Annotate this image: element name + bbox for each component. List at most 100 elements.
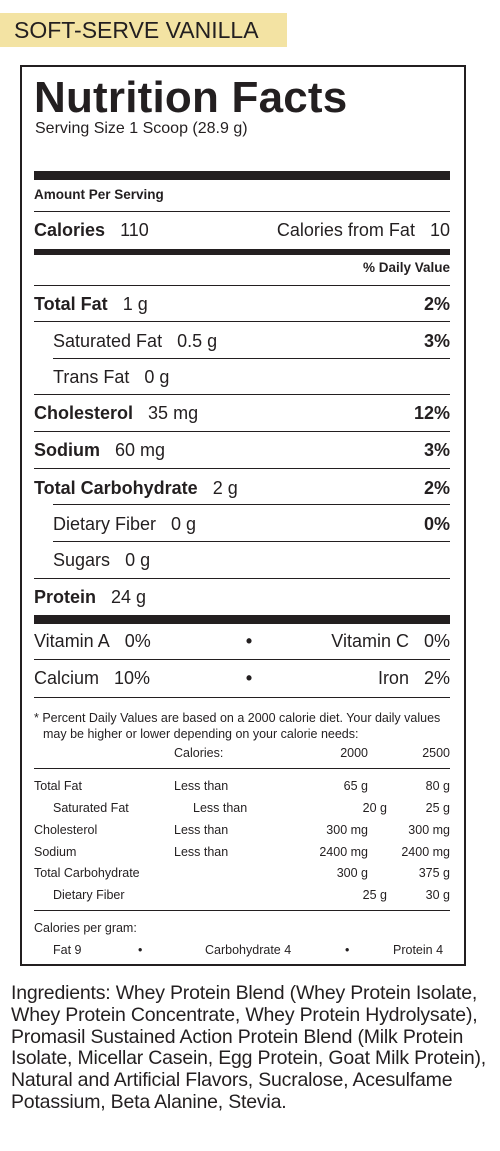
nutrient-name: Sugars [53,550,111,570]
vitamin-name: Vitamin A [34,631,110,651]
bullet-separator: • [245,631,253,651]
nutrient-name: Trans Fat [53,367,130,387]
divider [34,468,450,469]
thick-divider [34,615,450,624]
table-cell: 65 g [343,779,368,793]
table-cell: Dietary Fiber [53,888,125,902]
nutrient-name: Total Fat [34,294,108,314]
vitamin-row: Calcium 10% • Iron 2% [34,668,450,689]
bullet-separator: • [138,943,143,957]
nutrient-row-total-carbohydrate: Total Carbohydrate 2 g 2% [34,478,450,499]
table-cell: Less than [174,779,229,793]
table-row: Total Fat Less than 65 g 80 g [34,779,450,793]
nutrient-row-dietary-fiber: Dietary Fiber 0 g 0% [53,514,450,535]
vitamin-value: 0% [124,631,151,651]
nutrient-dv: 3% [423,440,450,460]
table-cell: 375 g [418,866,450,880]
table-cell: 2400 mg [319,845,368,859]
table-cell [174,866,272,880]
footnote-line: may be higher or lower depending on your… [43,727,359,741]
daily-value-header-row: % Daily Value [34,260,450,275]
table-cell: Total Carbohydrate [34,866,140,880]
ingredients-text: Whey Protein Blend (Whey Protein Isolate… [11,982,487,1113]
table-row: Dietary Fiber 25 g 30 g [34,888,450,902]
calories-from-fat-label: Calories from Fat [276,220,415,240]
nutrient-amount: 2 g [212,478,238,498]
calories-2500-header: 2500 [422,746,450,760]
calories-per-gram-row: Fat 9 • Carbohydrate 4 • Protein 4 [34,943,450,957]
nutrient-amount: 0 g [125,550,151,570]
table-cell: 25 g [425,801,450,815]
vitamin-value: 2% [423,668,450,688]
calories-value: 110 [120,220,149,240]
nutrient-amount: 0 g [144,367,170,387]
nutrient-row-sugars: Sugars 0 g [53,550,450,571]
table-cell: Less than [174,823,229,837]
divider [34,211,450,212]
nutrient-name: Dietary Fiber [53,514,157,534]
nutrient-amount: 35 mg [148,403,199,423]
table-cell: Less than [193,801,248,815]
nutrient-amount: 24 g [111,587,147,607]
bullet-separator: • [245,668,253,688]
table-cell [193,888,291,902]
divider [34,394,450,395]
table-cell: 25 g [362,888,387,902]
divider [34,321,450,322]
table-cell: Total Fat [34,779,82,793]
divider [53,504,450,505]
table-cell: 300 g [336,866,368,880]
bullet-separator: • [345,943,350,957]
nutrient-name: Protein [34,587,97,607]
nutrient-name: Cholesterol [34,403,134,423]
nutrient-amount: 0 g [171,514,197,534]
vitamin-value: 10% [114,668,151,688]
nutrient-name: Sodium [34,440,100,460]
serving-size: Serving Size 1 Scoop (28.9 g) [35,120,248,137]
medium-divider [34,249,450,255]
nutrient-row-total-fat: Total Fat 1 g 2% [34,294,450,315]
calories-label: Calories [34,220,106,240]
table-cell: 80 g [425,779,450,793]
table-cell: Saturated Fat [53,801,129,815]
table-cell: Sodium [34,845,77,859]
vitamin-name: Vitamin C [331,631,409,651]
calories-from-fat-value: 10 [429,220,450,240]
vitamin-name: Calcium [34,668,100,688]
nutrient-name: Saturated Fat [53,331,163,351]
divider [34,431,450,432]
table-cell: 30 g [425,888,450,902]
table-cell: 2400 mg [401,845,450,859]
table-cell: 300 mg [326,823,368,837]
amount-per-serving-row: Amount Per Serving [34,187,450,202]
divider [34,768,450,769]
nutrient-dv: 2% [423,294,450,314]
nutrient-dv: 2% [423,478,450,498]
cpg-protein: Protein 4 [393,943,444,957]
daily-value-header: % Daily Value [362,260,450,275]
ingredients-label: Ingredients: [11,982,111,1004]
nutrient-dv: 12% [413,403,450,423]
divider [34,578,450,579]
nutrient-row-saturated-fat: Saturated Fat 0.5 g 3% [53,331,450,352]
table-row: Saturated Fat Less than 20 g 25 g [34,801,450,815]
calories-row: Calories 110 Calories from Fat 10 [34,220,450,241]
daily-value-footnote: * Percent Daily Values are based on a 20… [34,710,450,742]
nutrient-name: Total Carbohydrate [34,478,198,498]
vitamin-row: Vitamin A 0% • Vitamin C 0% [34,631,450,652]
table-cell: 20 g [362,801,387,815]
table-row: Total Carbohydrate 300 g 375 g [34,866,450,880]
table-cell: Cholesterol [34,823,98,837]
nutrient-dv: 3% [423,331,450,351]
vitamin-value: 0% [423,631,450,651]
nutrient-row-sodium: Sodium 60 mg 3% [34,440,450,461]
calories-per-gram-label: Calories per gram: [34,921,137,935]
table-cell: 300 mg [408,823,450,837]
label-title: Nutrition Facts [34,73,348,122]
nutrient-row-cholesterol: Cholesterol 35 mg 12% [34,403,450,424]
divider [53,541,450,542]
table-cell: Less than [174,845,229,859]
table-row: Sodium Less than 2400 mg 2400 mg [34,845,450,859]
nutrient-amount: 1 g [122,294,148,314]
divider [34,285,450,286]
